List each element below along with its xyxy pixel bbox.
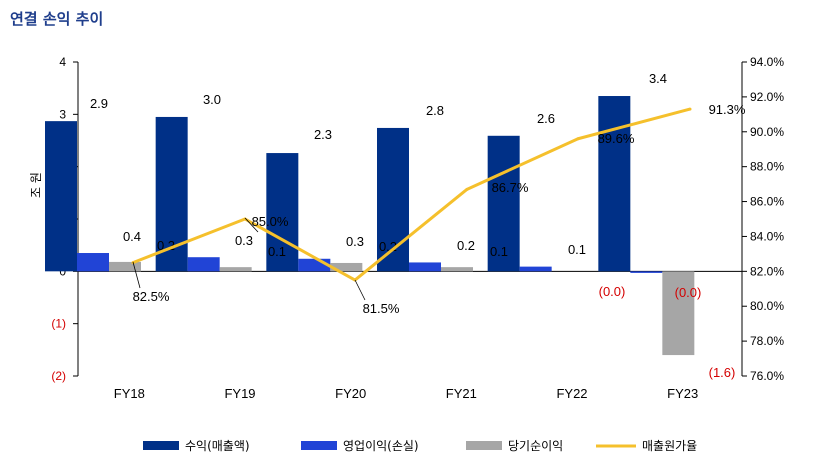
bar-data-label: 0.1 — [490, 244, 508, 259]
legend-label: 수익(매출액) — [185, 439, 250, 453]
category-label: FY22 — [556, 386, 587, 401]
left-tick-label: (1) — [51, 317, 66, 331]
right-tick-label: 94.0% — [750, 55, 784, 69]
right-tick-label: 90.0% — [750, 125, 784, 139]
page-title: 연결 손익 추이 — [10, 10, 104, 28]
bar-data-label: 3.0 — [203, 92, 221, 107]
bar-net-income — [219, 267, 252, 272]
bar-net-income — [441, 267, 473, 272]
category-label: FY20 — [335, 386, 366, 401]
right-tick-label: 80.0% — [750, 299, 784, 313]
bar-data-label: 0.1 — [268, 244, 286, 259]
bar-data-label: 2.8 — [426, 103, 444, 118]
bar-revenue — [155, 116, 188, 272]
leader-line — [244, 217, 259, 233]
bar-operating-income — [77, 253, 109, 272]
category-label: FY23 — [667, 386, 698, 401]
left-tick-label: (2) — [51, 369, 66, 383]
bar-data-label: 2.3 — [314, 127, 332, 142]
bar-data-label: 2.9 — [90, 96, 108, 111]
leader-line — [354, 279, 366, 301]
bar-operating-income — [630, 271, 663, 273]
bar-net-income — [109, 261, 141, 272]
bar-data-label: 2.6 — [537, 111, 555, 126]
legend-label: 당기순이익 — [508, 439, 563, 453]
bar-data-label: 0.3 — [235, 233, 253, 248]
right-tick-label: 88.0% — [750, 160, 784, 174]
cost-ratio-point — [688, 107, 692, 111]
cost-ratio-line — [132, 107, 691, 282]
legend-swatch — [466, 441, 502, 450]
bar-operating-income — [187, 257, 220, 272]
bar-data-label: 0.1 — [568, 242, 586, 257]
legend-label: 매출원가율 — [642, 439, 697, 453]
right-tick-label: 84.0% — [750, 229, 784, 243]
bar-net-income — [662, 271, 695, 356]
bar-data-label: (0.0) — [675, 285, 702, 300]
category-label: FY21 — [446, 386, 477, 401]
bar-operating-income — [409, 262, 441, 272]
cost-ratio-point — [576, 137, 580, 141]
bar-data-label: (0.0) — [599, 284, 626, 299]
y-axis-label: 조 원 — [29, 172, 43, 198]
left-tick-label: 3 — [59, 107, 66, 121]
legend-swatch — [143, 441, 179, 450]
line-data-label: 89.6% — [598, 131, 635, 146]
cost-ratio-point — [465, 187, 469, 191]
bar-revenue — [45, 121, 77, 272]
bar-operating-income — [519, 266, 552, 272]
bar-data-label: 0.4 — [123, 229, 141, 244]
bar-revenue — [266, 153, 299, 272]
line-data-label: 81.5% — [363, 301, 400, 316]
bar-data-label: 0.3 — [346, 234, 364, 249]
right-tick-label: 92.0% — [750, 90, 784, 104]
bar-revenue — [598, 96, 631, 272]
right-tick-label: 76.0% — [750, 369, 784, 383]
right-tick-label: 86.0% — [750, 195, 784, 209]
line-data-label: 85.0% — [252, 214, 289, 229]
leader-line — [132, 261, 141, 289]
right-tick-label: 78.0% — [750, 334, 784, 348]
line-data-label: 82.5% — [133, 289, 170, 304]
bar-data-label: 3.4 — [649, 71, 667, 86]
bar-data-label: (1.6) — [709, 365, 736, 380]
right-tick-label: 82.0% — [750, 264, 784, 278]
line-data-label: 86.7% — [492, 180, 529, 195]
bar-net-income — [330, 262, 363, 272]
legend-swatch — [301, 441, 337, 450]
line-data-label: 91.3% — [709, 102, 746, 117]
category-label: FY18 — [114, 386, 145, 401]
legend-label: 영업이익(손실) — [343, 439, 419, 453]
bar-data-label: 0.2 — [457, 238, 475, 253]
category-label: FY19 — [224, 386, 255, 401]
bar-revenue — [487, 135, 520, 272]
left-tick-label: 4 — [59, 55, 66, 69]
